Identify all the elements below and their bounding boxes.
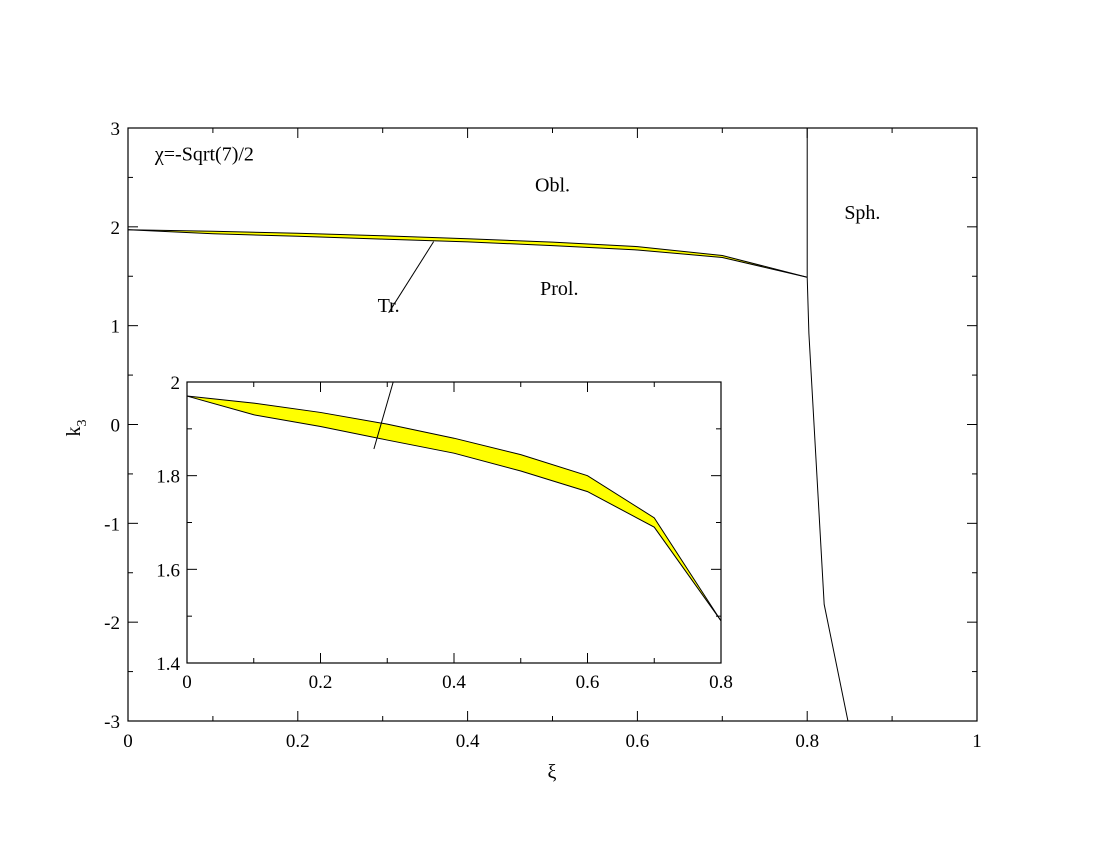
y-tick-label: 1: [111, 317, 121, 338]
y-tick-label: 3: [111, 119, 121, 140]
annotation-label: Prol.: [540, 278, 578, 300]
x-tick-label: 0.4: [456, 731, 480, 752]
x-tick-label: 0.2: [286, 731, 310, 752]
y-axis-label-sub: 3: [75, 420, 90, 427]
inset-plot-background: [187, 382, 721, 663]
x-tick-label: 0.8: [795, 731, 819, 752]
y-axis-label: k3: [63, 420, 90, 437]
y-tick-label: 0: [111, 416, 121, 437]
pointer-line-group: [373, 241, 435, 450]
inset-x-tick-label: 0.2: [309, 672, 333, 693]
x-axis-label: ξ: [548, 761, 557, 783]
band-upper-line: [127, 229, 808, 278]
spherical-boundary-line: [806, 128, 849, 722]
main-data-marks: [127, 128, 849, 722]
inset-band-lower-line: [186, 395, 722, 622]
inset-band-fill: [187, 396, 721, 621]
pointer-line-upper: [388, 241, 435, 314]
x-tick-label: 0: [123, 731, 133, 752]
band-lower-line: [127, 229, 808, 278]
inset-y-tick-label: 1.4: [156, 654, 180, 675]
annotation-label: Sph.: [844, 202, 880, 224]
inset-y-tick-label: 1.8: [156, 467, 180, 488]
x-tick-label: 1: [972, 731, 982, 752]
y-tick-label: -1: [104, 514, 120, 535]
inset-ticks: [186, 381, 722, 664]
inset-y-tick-label: 2: [171, 373, 181, 394]
y-tick-label: -3: [104, 712, 120, 733]
inset-x-tick-label: 0.6: [576, 672, 600, 693]
triaxial-band-fill: [128, 229, 808, 278]
inset-x-tick-label: 0: [182, 672, 192, 693]
annotation-label: Obl.: [535, 174, 570, 196]
inset-data-marks: [186, 395, 722, 622]
y-tick-label: 2: [111, 218, 121, 239]
inset-y-tick-label: 1.6: [156, 560, 180, 581]
inset-tick-labels: 0 0.2 0.4 0.6 0.8 1.4 1.6 1.8 2: [156, 373, 733, 693]
inset-x-tick-label: 0.8: [709, 672, 733, 693]
x-tick-label: 0.6: [626, 731, 650, 752]
annotation-label: Tr.: [378, 295, 400, 317]
annotations: χ=-Sqrt(7)/2 Obl. Sph. Prol. Tr.: [154, 144, 881, 317]
annotation-label: χ=-Sqrt(7)/2: [154, 144, 254, 166]
y-tick-label: -2: [104, 613, 120, 634]
main-tick-labels: 0 0.2 0.4 0.6 0.8 1 -3 -2 -1 0 1 2 3: [104, 119, 982, 752]
inset-band-upper-line: [186, 395, 722, 622]
pointer-line-lower: [373, 381, 394, 450]
inset-x-tick-label: 0.4: [442, 672, 466, 693]
y-axis-label-main: k: [63, 427, 85, 437]
